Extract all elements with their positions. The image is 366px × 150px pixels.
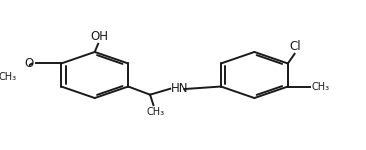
- Text: CH₃: CH₃: [0, 72, 17, 82]
- Text: OH: OH: [91, 30, 109, 43]
- Text: Cl: Cl: [290, 40, 302, 53]
- Text: HN: HN: [171, 81, 189, 94]
- Text: CH₃: CH₃: [311, 81, 329, 92]
- Text: CH₃: CH₃: [146, 107, 164, 117]
- Text: O: O: [24, 57, 33, 70]
